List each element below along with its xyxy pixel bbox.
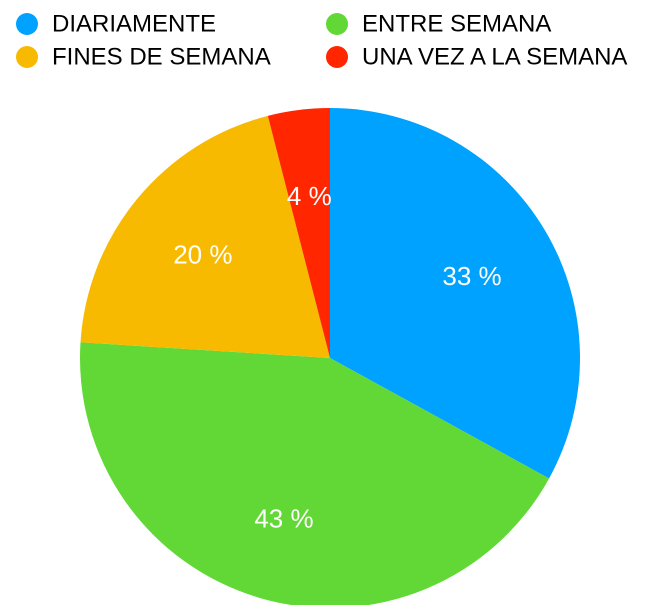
data-label: 20 %: [173, 240, 232, 270]
data-label: 43 %: [254, 503, 313, 533]
legend-label: ENTRE SEMANA: [362, 10, 551, 37]
legend-label: DIARIAMENTE: [52, 10, 216, 37]
legend-swatch: [326, 46, 348, 68]
pie-slice: [80, 115, 330, 358]
data-label: 33 %: [442, 261, 501, 291]
pie-slice: [80, 342, 550, 605]
pie-slice: [267, 108, 330, 358]
legend-swatch: [326, 13, 348, 35]
data-label: 4 %: [287, 181, 332, 211]
legend-label: UNA VEZ A LA SEMANA: [362, 43, 627, 70]
pie-slice: [330, 108, 581, 479]
legend-swatch: [16, 13, 38, 35]
legend-swatch: [16, 46, 38, 68]
legend-label: FINES DE SEMANA: [52, 43, 271, 70]
